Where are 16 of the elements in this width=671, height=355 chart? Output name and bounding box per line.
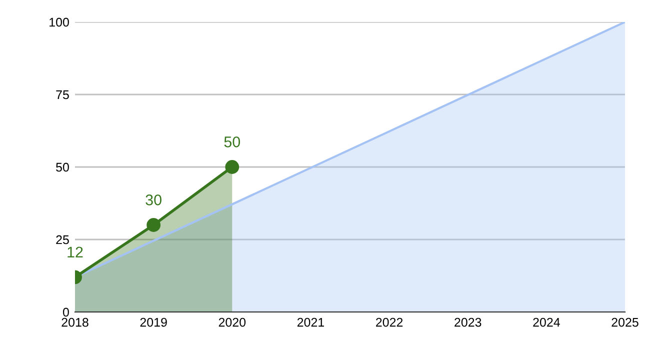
- x-tick-label: 2018: [62, 318, 88, 327]
- x-tick-label: 2022: [376, 318, 403, 327]
- y-tick-label: 25: [56, 235, 69, 244]
- y-tick-label: 75: [56, 90, 69, 100]
- x-tick-label: 2023: [454, 318, 482, 327]
- y-tick-label: 0: [62, 308, 69, 317]
- y-tick-label: 100: [50, 18, 69, 27]
- x-tick-label: 2019: [140, 318, 167, 327]
- data-label: 30: [146, 194, 162, 206]
- x-tick-label: 2025: [612, 318, 638, 327]
- data-label: 50: [224, 136, 240, 148]
- x-tick-label: 2024: [533, 318, 560, 327]
- data-label: 12: [68, 246, 83, 258]
- y-tick-label: 50: [56, 162, 69, 172]
- x-tick-label: 2021: [297, 318, 324, 327]
- x-tick-label: 2020: [218, 318, 246, 327]
